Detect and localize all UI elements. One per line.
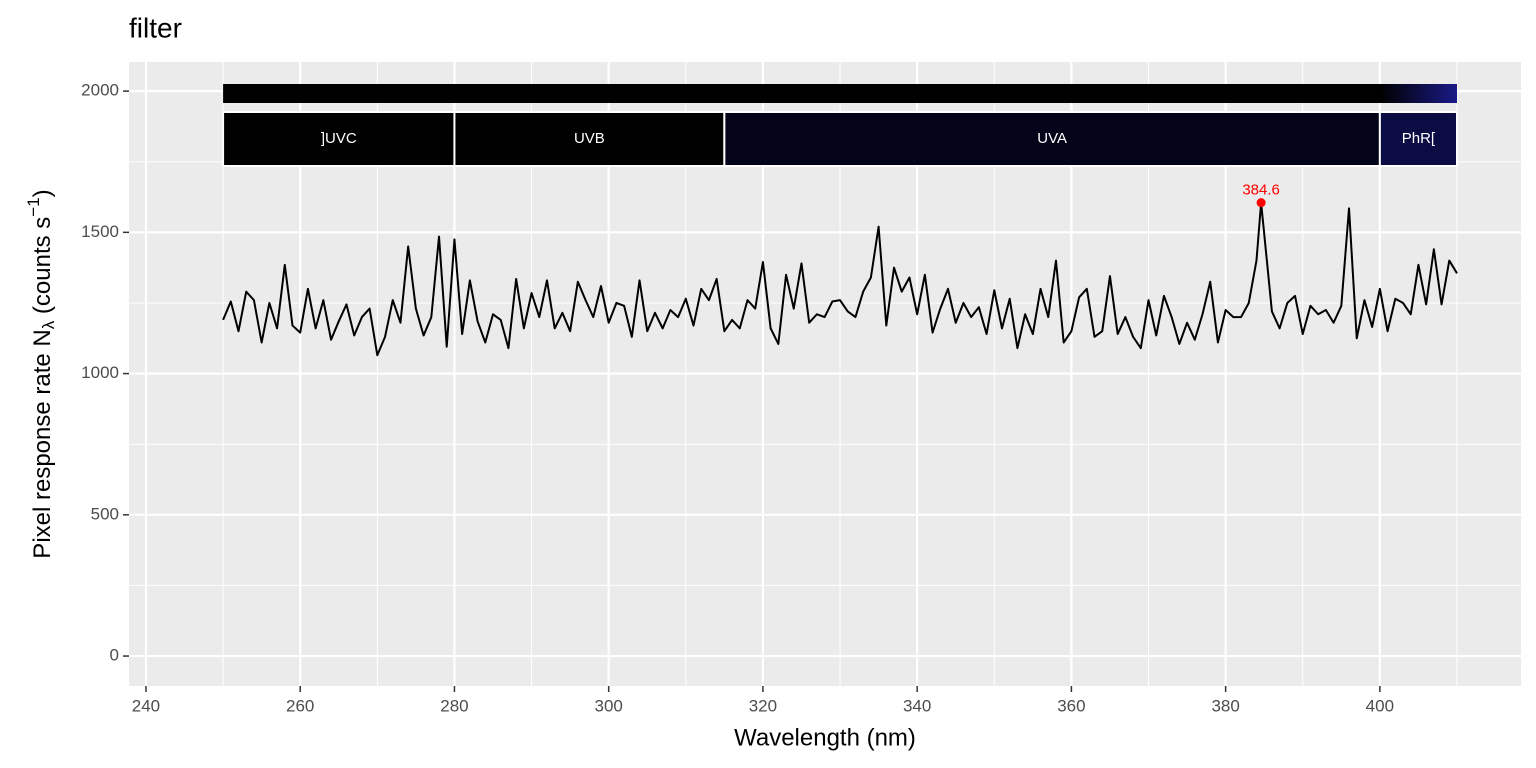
- x-tick-label: 260: [286, 696, 314, 715]
- y-axis-title-close: ): [29, 189, 56, 197]
- y-tick-label: 1000: [81, 363, 119, 382]
- chart-title: filter: [129, 12, 182, 43]
- x-tick-label: 360: [1057, 696, 1085, 715]
- y-tick-label: 500: [91, 504, 119, 523]
- band-label: UVB: [574, 130, 605, 147]
- band-label: UVA: [1037, 130, 1067, 147]
- x-tick-label: 340: [903, 696, 931, 715]
- x-tick-label: 380: [1211, 696, 1239, 715]
- x-tick-label: 400: [1366, 696, 1394, 715]
- peak-label: 384.6: [1242, 182, 1280, 199]
- x-tick-label: 300: [594, 696, 622, 715]
- x-tick-label: 280: [440, 696, 468, 715]
- wavelength-strip: [223, 84, 1457, 103]
- band-label: ]UVC: [321, 130, 357, 147]
- band: [1378, 111, 1458, 167]
- y-axis-title-unit: (counts s: [29, 217, 56, 321]
- y-axis-title-sub: λ: [39, 320, 58, 329]
- band: [723, 111, 1381, 167]
- y-tick-label: 0: [110, 646, 119, 665]
- y-axis-title-main: Pixel response rate N: [29, 329, 56, 558]
- x-axis-title: Wavelength (nm): [734, 724, 916, 751]
- peak-point: [1256, 198, 1266, 208]
- y-axis-title: Pixel response rate Nλ (counts s−1): [24, 189, 58, 558]
- y-axis-title-sup: −1: [24, 197, 43, 216]
- spectrum-line: [222, 201, 1458, 357]
- y-tick-label: 2000: [81, 81, 119, 100]
- y-tick-label: 1500: [81, 222, 119, 241]
- band-label: PhR[: [1402, 130, 1436, 147]
- x-tick-label: 320: [749, 696, 777, 715]
- x-tick-label: 240: [132, 696, 160, 715]
